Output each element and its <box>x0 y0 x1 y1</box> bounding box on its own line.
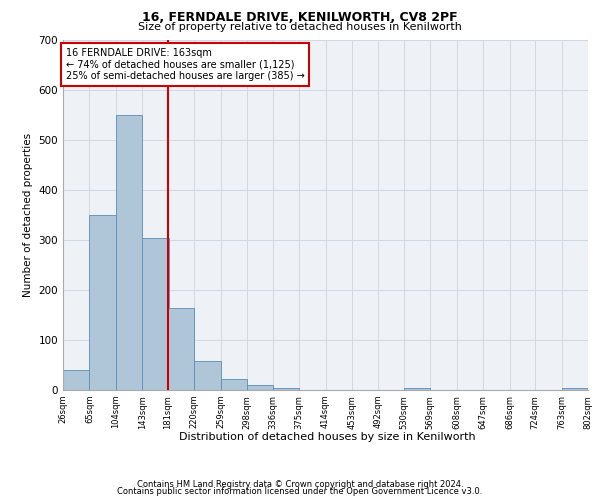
Bar <box>247 385 274 390</box>
Bar <box>116 115 142 390</box>
Bar <box>63 370 89 390</box>
Bar <box>273 388 299 390</box>
Bar <box>168 308 194 390</box>
Text: 16 FERNDALE DRIVE: 163sqm
← 74% of detached houses are smaller (1,125)
25% of se: 16 FERNDALE DRIVE: 163sqm ← 74% of detac… <box>66 48 304 80</box>
Y-axis label: Number of detached properties: Number of detached properties <box>23 133 33 297</box>
Text: Contains public sector information licensed under the Open Government Licence v3: Contains public sector information licen… <box>118 487 482 496</box>
Bar <box>194 361 221 390</box>
Bar <box>221 379 247 390</box>
Text: 16, FERNDALE DRIVE, KENILWORTH, CV8 2PF: 16, FERNDALE DRIVE, KENILWORTH, CV8 2PF <box>142 11 458 24</box>
Bar <box>89 215 116 390</box>
Bar <box>562 388 588 390</box>
Text: Size of property relative to detached houses in Kenilworth: Size of property relative to detached ho… <box>138 22 462 32</box>
Bar <box>142 238 169 390</box>
Text: Contains HM Land Registry data © Crown copyright and database right 2024.: Contains HM Land Registry data © Crown c… <box>137 480 463 489</box>
Text: Distribution of detached houses by size in Kenilworth: Distribution of detached houses by size … <box>179 432 475 442</box>
Bar <box>404 388 430 390</box>
